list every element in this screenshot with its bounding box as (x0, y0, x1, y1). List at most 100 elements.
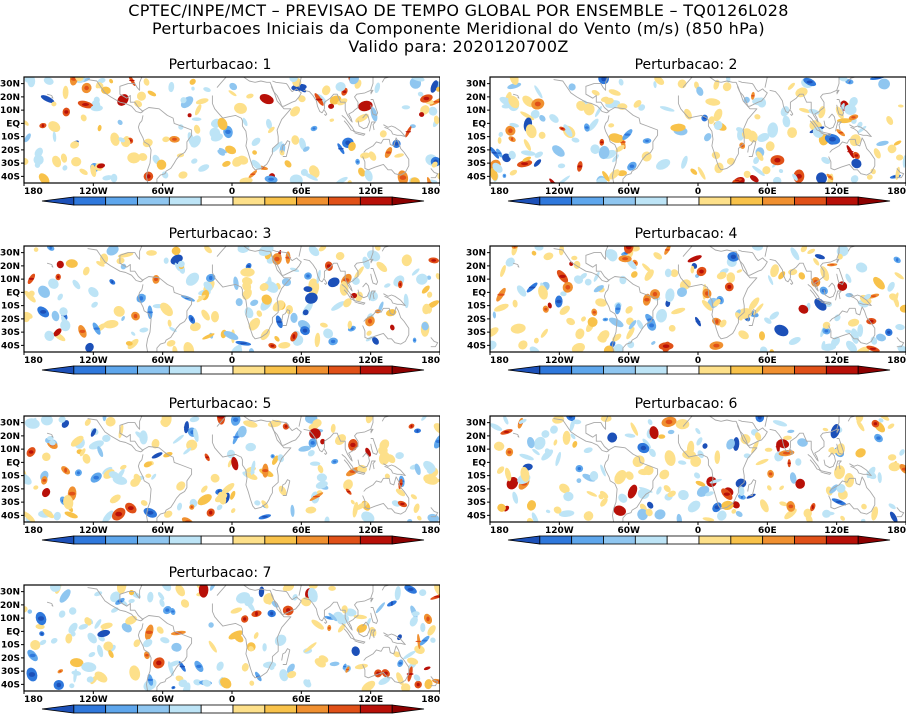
negative-perturbation-core (887, 330, 891, 334)
positive-perturbation-core (231, 462, 238, 466)
negative-perturbation (394, 586, 401, 601)
negative-perturbation (503, 416, 509, 425)
negative-perturbation (191, 158, 198, 164)
positive-perturbation (414, 645, 425, 654)
negative-perturbation (681, 155, 688, 169)
negative-perturbation (834, 314, 841, 322)
negative-perturbation (590, 144, 600, 154)
positive-perturbation (612, 333, 622, 342)
positive-perturbation (738, 330, 749, 340)
negative-perturbation (171, 642, 182, 652)
negative-perturbation-core (312, 127, 316, 130)
colorbar-box (200, 535, 234, 545)
positive-perturbation-core (145, 653, 149, 657)
positive-perturbation-core (838, 131, 844, 134)
positive-perturbation (291, 135, 300, 145)
positive-perturbation (103, 641, 114, 651)
colorbar-box (137, 704, 170, 714)
negative-perturbation (32, 417, 37, 425)
lon-label: 60W (151, 526, 174, 536)
lat-label: 30N (0, 419, 20, 429)
continent-outlines (46, 585, 439, 691)
positive-perturbation-core (84, 85, 89, 91)
positive-perturbation (343, 298, 352, 308)
positive-perturbation (194, 104, 202, 116)
positive-perturbation (670, 123, 686, 132)
positive-perturbation (543, 252, 554, 261)
negative-perturbation-core (338, 147, 344, 150)
negative-perturbation-core (147, 510, 154, 515)
positive-perturbation-core (548, 304, 552, 307)
land-philippines (370, 99, 379, 116)
positive-perturbation (599, 490, 609, 499)
negative-perturbation (139, 327, 149, 333)
negative-perturbation (271, 600, 279, 608)
positive-perturbation (156, 159, 167, 170)
positive-perturbation (24, 511, 36, 522)
land-taiwan (370, 89, 374, 95)
lat-label: 40S (1, 341, 20, 351)
negative-perturbation (696, 86, 704, 96)
positive-perturbation (164, 510, 173, 518)
lon-label: 60E (292, 187, 311, 197)
positive-perturbation-core (423, 96, 430, 101)
positive-perturbation-core (871, 295, 877, 297)
land-japan (381, 585, 395, 591)
negative-perturbation (168, 660, 180, 667)
positive-perturbation-core (362, 103, 369, 109)
colorbar: -10-8-6-4-2246810 (41, 704, 425, 714)
negative-perturbation (637, 508, 648, 521)
positive-perturbation-core (346, 491, 351, 493)
negative-perturbation (726, 77, 731, 83)
land-sulawesi (835, 460, 842, 471)
positive-perturbation-core (622, 257, 629, 261)
lat-label: 30N (0, 80, 20, 90)
positive-perturbation (178, 171, 188, 179)
positive-perturbation (653, 252, 663, 260)
positive-perturbation-core (64, 110, 69, 114)
negative-perturbation (654, 509, 666, 520)
positive-perturbation (702, 517, 715, 522)
negative-perturbation-core (640, 445, 647, 451)
positive-perturbation-core (508, 128, 513, 133)
negative-perturbation (139, 430, 148, 445)
negative-perturbation (245, 442, 256, 452)
colorbar-box (730, 196, 764, 206)
positive-perturbation (259, 283, 269, 292)
positive-perturbation (283, 585, 295, 591)
lat-label: 30N (466, 419, 486, 429)
positive-perturbation-core (42, 479, 47, 482)
negative-perturbation (757, 97, 767, 108)
positive-perturbation (97, 124, 102, 132)
positive-perturbation (109, 494, 121, 504)
negative-perturbation-core (56, 682, 62, 688)
colorbar-box (296, 535, 329, 545)
positive-perturbation-core (312, 495, 320, 498)
positive-perturbation (679, 279, 691, 290)
negative-perturbation-core (356, 160, 359, 163)
negative-perturbation (826, 511, 835, 516)
positive-perturbation (664, 450, 676, 466)
positive-perturbation (347, 320, 353, 329)
lon-label: 60E (758, 356, 777, 366)
negative-perturbation (665, 288, 675, 303)
negative-perturbation (534, 246, 544, 251)
land-newZealand (896, 337, 905, 348)
positive-perturbation (625, 471, 634, 480)
negative-perturbation (316, 473, 327, 482)
negative-perturbation-core (629, 164, 635, 168)
lon-label: 60W (617, 526, 640, 536)
positive-perturbation-core (652, 291, 658, 297)
negative-perturbation (52, 131, 57, 142)
negative-perturbation (88, 440, 104, 450)
land-india (298, 416, 374, 462)
positive-perturbation-core (497, 293, 505, 296)
panel-perturbacao-2: Perturbacao: 2 30N 20N 10N EQ 10S 20S 30S 40S 18… (466, 57, 906, 207)
positive-perturbation (230, 607, 243, 614)
negative-perturbation-core (390, 601, 393, 606)
positive-perturbation (24, 290, 36, 303)
land-srilanka (324, 617, 328, 624)
positive-perturbation (770, 264, 780, 278)
positive-perturbation (713, 108, 723, 122)
land-taiwan (836, 258, 840, 264)
